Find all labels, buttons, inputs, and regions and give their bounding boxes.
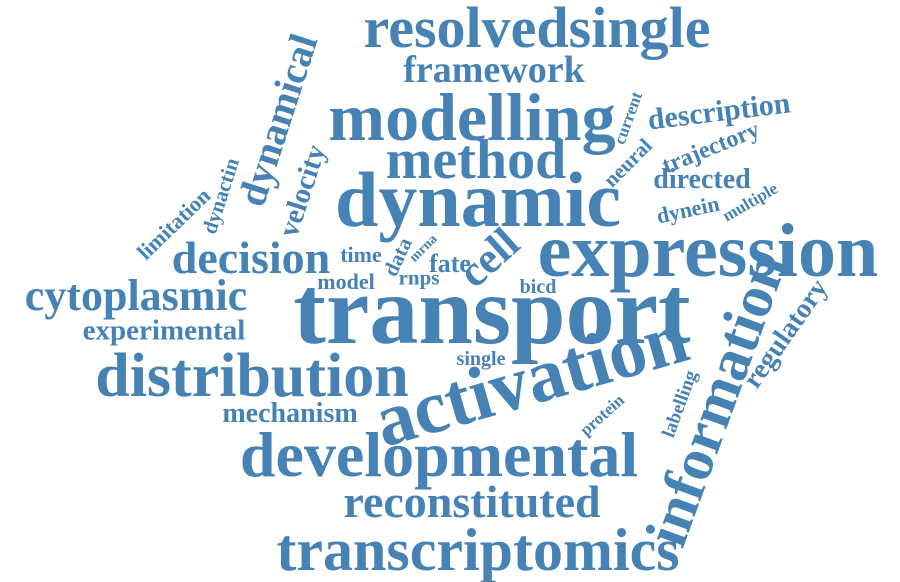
word-bicd: bicd — [519, 276, 557, 298]
word-expression: expression — [537, 209, 879, 293]
word-cytoplasmic: cytoplasmic — [24, 271, 248, 320]
word-directed: directed — [653, 164, 751, 195]
word-time: time — [340, 242, 382, 267]
word-model: model — [317, 269, 375, 294]
word-resolvedsingle: resolvedsingle — [363, 0, 711, 60]
word-decision: decision — [171, 232, 331, 283]
word-description: description — [645, 86, 793, 137]
word-mechanism: mechanism — [222, 398, 358, 429]
word-transcriptomics: transcriptomics — [276, 517, 680, 582]
word-method: method — [385, 129, 567, 191]
word-dynamic: dynamic — [334, 156, 622, 243]
word-framework: framework — [403, 49, 585, 91]
word-rnps: rnps — [398, 265, 440, 290]
word-modelling: modelling — [328, 79, 616, 155]
word-fate: fate — [429, 249, 471, 278]
word-transport: transport — [293, 257, 691, 365]
word-single: single — [456, 348, 506, 370]
word-reconstituted: reconstituted — [343, 476, 601, 527]
word-distribution: distribution — [95, 342, 409, 410]
word-developmental: developmental — [239, 419, 639, 490]
word-experimental: experimental — [82, 314, 246, 347]
